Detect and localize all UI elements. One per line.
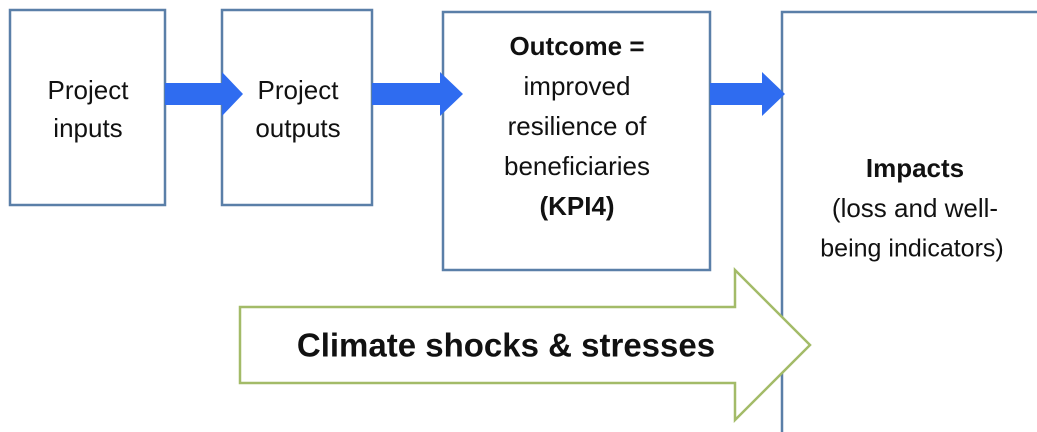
label: Project — [258, 75, 340, 105]
label: (loss and well- — [832, 193, 998, 223]
label: outputs — [255, 113, 340, 143]
label: improved — [524, 71, 631, 101]
box-impacts — [780, 10, 1037, 432]
box-outputs — [220, 8, 374, 207]
label-title: Outcome = — [509, 31, 644, 61]
box-inputs — [8, 8, 167, 207]
arrow — [710, 72, 785, 116]
label: being indicators) — [820, 235, 1003, 263]
big-arrow — [238, 266, 812, 424]
box-outcome — [441, 10, 712, 272]
label-note: (KPI4) — [539, 191, 614, 221]
arrow — [372, 72, 463, 116]
label: beneficiaries — [504, 151, 650, 181]
arrow — [165, 72, 243, 116]
label: Project — [48, 75, 130, 105]
label-title: Impacts — [866, 153, 964, 183]
label: resilience of — [508, 111, 648, 141]
label: inputs — [53, 113, 122, 143]
arrow-label: Climate shocks & stresses — [297, 327, 715, 364]
